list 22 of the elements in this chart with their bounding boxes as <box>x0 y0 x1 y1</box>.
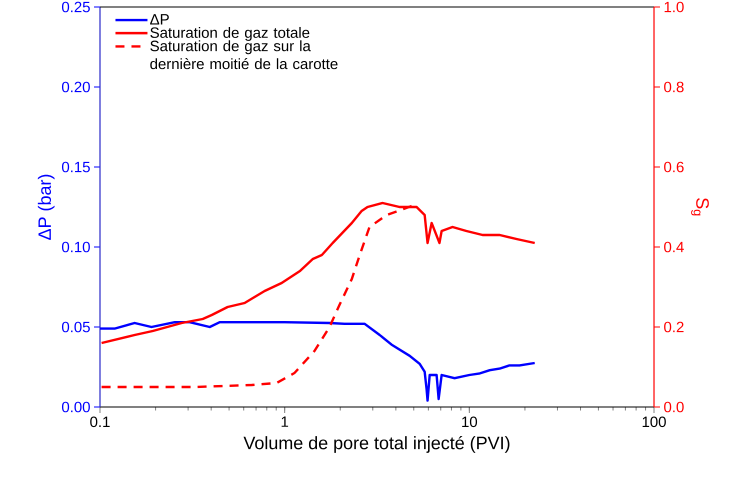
y-tick-label: 0.25 <box>62 2 90 12</box>
x-tick-label: 0.1 <box>90 416 110 428</box>
x-tick-label: 10 <box>462 416 478 428</box>
legend-label: Saturation de gaz totale <box>150 26 310 41</box>
x-axis-title: Volume de pore total injecté (PVI) <box>244 436 510 453</box>
y-tick-label: 0.10 <box>62 242 90 252</box>
y2-tick-label: 0.2 <box>664 322 684 332</box>
y2-tick-label: 1.0 <box>664 2 684 12</box>
y2-tick-label: 0.6 <box>664 162 684 172</box>
y-tick-label: 0.00 <box>62 402 90 412</box>
y-tick-label: 0.20 <box>62 82 90 92</box>
y-tick-label: 0.15 <box>62 162 90 172</box>
y2-tick-label: 0.8 <box>664 82 684 92</box>
legend-label: Saturation de gaz sur la dernière moitié de la carotte <box>150 40 338 70</box>
y2-tick-label: 0.4 <box>664 242 684 252</box>
y-axis-title: ΔP (bar) <box>38 174 55 240</box>
x-tick-label: 1 <box>282 416 288 427</box>
y2-axis-title: S$_{g}$ <box>691 198 709 216</box>
y2-tick-label: 0.0 <box>664 402 684 412</box>
legend-label: ΔP <box>150 14 169 24</box>
y-tick-label: 0.05 <box>62 322 90 332</box>
x-tick-label: 100 <box>642 416 666 428</box>
